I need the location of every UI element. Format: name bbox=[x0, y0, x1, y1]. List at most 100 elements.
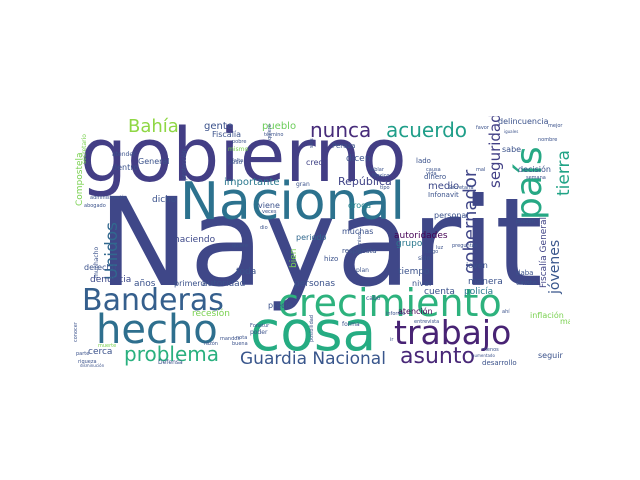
word: toda bbox=[236, 267, 257, 277]
word: mal bbox=[476, 167, 486, 173]
word: Fonatur bbox=[250, 323, 270, 329]
word: primero bbox=[174, 279, 206, 288]
word: grupo bbox=[396, 239, 423, 249]
word: término bbox=[264, 132, 284, 138]
word: lado bbox=[416, 157, 431, 165]
word: haciendo bbox=[174, 235, 216, 245]
word: muchacho bbox=[93, 246, 100, 278]
word: dicho bbox=[152, 195, 177, 205]
word: posibilidad bbox=[309, 315, 315, 342]
word: nunca bbox=[310, 118, 372, 142]
word: cosa bbox=[250, 299, 377, 363]
word: nota bbox=[236, 335, 248, 341]
word: forma bbox=[342, 321, 360, 328]
word: medio bbox=[428, 181, 460, 192]
word: joven bbox=[466, 261, 488, 270]
word: importante bbox=[224, 177, 280, 188]
word: Peraza bbox=[332, 142, 356, 150]
word: falta bbox=[232, 158, 244, 164]
word: Bahía bbox=[128, 116, 179, 137]
word: droga bbox=[348, 201, 372, 210]
word: atender bbox=[112, 151, 136, 158]
word: informe bbox=[386, 311, 406, 317]
word: República bbox=[338, 175, 392, 188]
word: recesión bbox=[192, 309, 230, 319]
word: tipo bbox=[380, 185, 390, 191]
word: ir bbox=[390, 337, 394, 343]
word: personas bbox=[294, 279, 336, 289]
word: hecho bbox=[96, 307, 218, 353]
word: vida bbox=[426, 171, 437, 177]
word: decisión bbox=[518, 165, 551, 174]
word: años bbox=[134, 279, 156, 289]
word: plan bbox=[356, 267, 369, 274]
word: denuncia bbox=[90, 275, 132, 285]
word: Mexico bbox=[372, 173, 390, 179]
word: seguir bbox=[538, 351, 563, 360]
word: Nacional bbox=[180, 172, 405, 232]
word: existe bbox=[516, 279, 537, 287]
word: iguales bbox=[504, 129, 519, 134]
word: entrevista bbox=[414, 319, 440, 325]
word: seguridad bbox=[486, 116, 504, 188]
word: derecho bbox=[84, 263, 117, 272]
word: jóvenes bbox=[547, 239, 563, 294]
word: respuesta bbox=[342, 247, 377, 255]
word: ahí bbox=[502, 309, 510, 315]
word: manera bbox=[468, 277, 503, 287]
word: Infonavit bbox=[428, 191, 459, 199]
word: conocer bbox=[73, 322, 79, 342]
word: Nayarit bbox=[98, 172, 543, 314]
word: nombre bbox=[538, 137, 558, 143]
word: gobierno bbox=[80, 116, 407, 199]
word: autoridad bbox=[202, 279, 246, 289]
word: General bbox=[138, 157, 170, 166]
word: pobre bbox=[232, 139, 247, 145]
word: hizo bbox=[324, 255, 339, 263]
word: pueblo bbox=[262, 121, 297, 132]
word: menos bbox=[482, 347, 499, 353]
word: muchas bbox=[342, 227, 374, 236]
word: inflación bbox=[530, 311, 564, 320]
word: autoridades bbox=[394, 231, 448, 241]
word: cerca bbox=[88, 347, 113, 357]
word: Secretaría bbox=[448, 185, 474, 191]
word: sabe bbox=[502, 145, 522, 154]
word: veces bbox=[262, 209, 277, 215]
word: preguntas bbox=[452, 243, 478, 249]
word: permisos bbox=[357, 231, 363, 254]
word: viene bbox=[258, 201, 280, 210]
word: pueden bbox=[516, 219, 535, 225]
word: protección bbox=[181, 148, 188, 180]
word: Fiscalía General bbox=[539, 216, 549, 288]
word: gran bbox=[296, 181, 310, 188]
word: causa bbox=[426, 167, 441, 173]
word: parte bbox=[76, 351, 90, 357]
word: razón bbox=[204, 341, 218, 347]
word: periodo bbox=[296, 233, 327, 242]
word: acuerdo bbox=[386, 118, 468, 142]
word: bien bbox=[289, 248, 299, 268]
word: poder bbox=[250, 329, 268, 336]
word: cabo bbox=[366, 295, 381, 302]
word: hablar bbox=[368, 167, 384, 173]
word: Defensa bbox=[158, 359, 183, 366]
word: atención bbox=[398, 307, 433, 316]
word: quiere bbox=[232, 243, 248, 249]
word: gente bbox=[204, 121, 233, 132]
word: dio bbox=[260, 225, 268, 231]
word: dicen bbox=[346, 154, 371, 164]
word: aumentado bbox=[472, 353, 495, 358]
word: problema bbox=[124, 342, 220, 366]
word: buena bbox=[232, 341, 248, 347]
word: dentro bbox=[112, 163, 139, 172]
word: mandos bbox=[220, 336, 240, 342]
word: precio bbox=[268, 301, 293, 310]
word: Fiscalía bbox=[212, 130, 242, 139]
word: seis bbox=[309, 138, 315, 148]
word: Banderas bbox=[82, 283, 224, 318]
word: daba bbox=[516, 269, 534, 277]
word: Guardia Nacional bbox=[240, 349, 386, 368]
word: muerte bbox=[98, 343, 117, 349]
word: sido bbox=[418, 255, 431, 262]
